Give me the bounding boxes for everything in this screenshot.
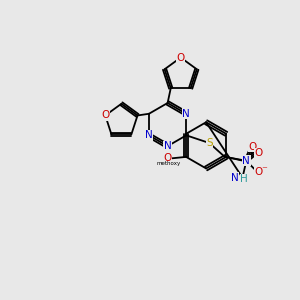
- Text: N: N: [231, 173, 239, 183]
- Text: ⁻: ⁻: [262, 165, 267, 175]
- Text: O: O: [254, 148, 262, 158]
- Text: O: O: [164, 153, 172, 164]
- Text: N: N: [182, 109, 190, 119]
- Text: N: N: [242, 156, 250, 166]
- Text: O: O: [177, 52, 185, 63]
- Text: O: O: [254, 167, 262, 176]
- Text: N: N: [164, 141, 172, 151]
- Text: O: O: [101, 110, 110, 121]
- Text: N: N: [145, 130, 153, 140]
- Text: methoxy: methoxy: [157, 160, 181, 166]
- Text: S: S: [206, 138, 213, 148]
- Text: H: H: [240, 174, 248, 184]
- Text: O: O: [248, 142, 256, 152]
